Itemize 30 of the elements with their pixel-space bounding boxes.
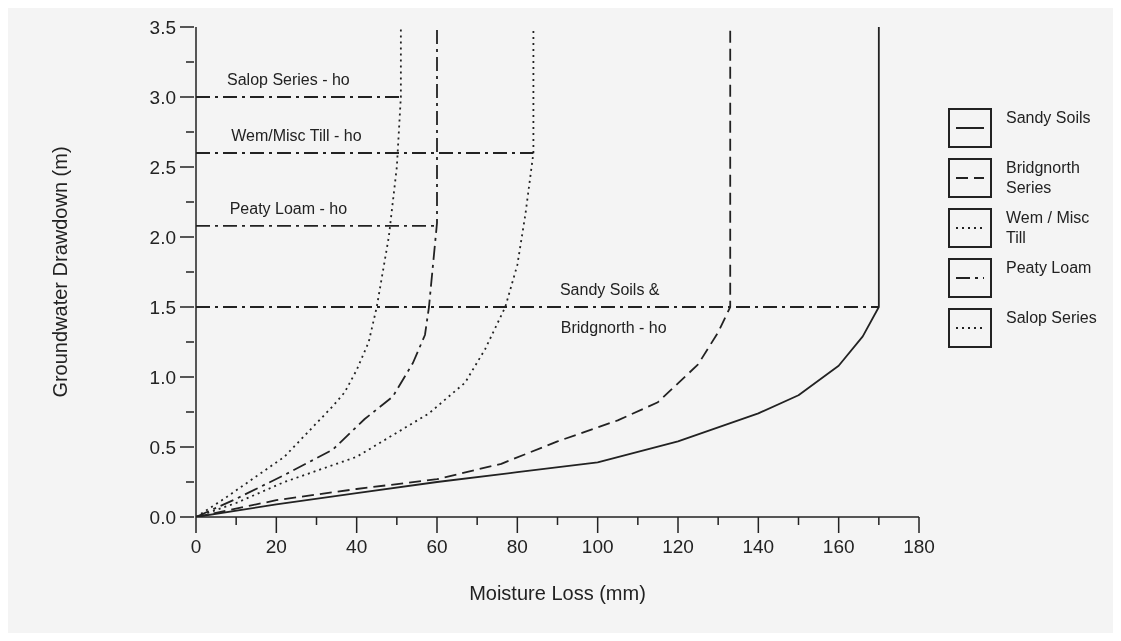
x-tick-label: 100 — [581, 536, 614, 557]
annotation: Bridgnorth - ho — [560, 319, 667, 336]
y-tick-label: 0.5 — [149, 436, 176, 458]
annotation: Peaty Loam - ho — [229, 199, 348, 217]
legend-label: Sandy Soils — [1006, 108, 1092, 128]
x-tick-label: 60 — [426, 536, 448, 557]
y-tick-label: 3.5 — [149, 16, 176, 38]
x-axis-title: Moisture Loss (mm) — [469, 582, 646, 604]
x-tick-label: 120 — [662, 536, 694, 557]
y-tick-label: 1.5 — [149, 296, 176, 318]
y-tick-label: 0.0 — [149, 506, 176, 528]
x-tick-label: 20 — [265, 536, 287, 557]
x-tick-label: 180 — [903, 536, 935, 557]
y-tick-label: 3.0 — [149, 86, 176, 108]
x-tick-label: 40 — [346, 536, 368, 557]
legend-label: Wem / Misc Till — [1006, 208, 1091, 248]
x-tick-label: 160 — [822, 536, 855, 557]
x-tick-label: 140 — [742, 536, 775, 557]
x-tick-label: 80 — [506, 536, 528, 557]
x-tick-label: 0 — [190, 536, 202, 557]
y-tick-label: 2.5 — [149, 156, 176, 178]
y-tick-label: 2.0 — [149, 226, 176, 248]
legend-label: Peaty Loam — [1006, 258, 1093, 278]
y-axis-title: Groundwater Drawdown (m) — [49, 146, 72, 398]
annotation: Sandy Soils & — [559, 281, 660, 298]
legend-label: Bridgnorth Series — [1006, 158, 1081, 198]
y-tick-label: 1.0 — [149, 366, 176, 388]
legend-label: Salop Series — [1006, 308, 1098, 328]
annotation: Salop Series - ho — [227, 71, 350, 88]
annotation: Wem/Misc Till - ho — [231, 127, 362, 144]
